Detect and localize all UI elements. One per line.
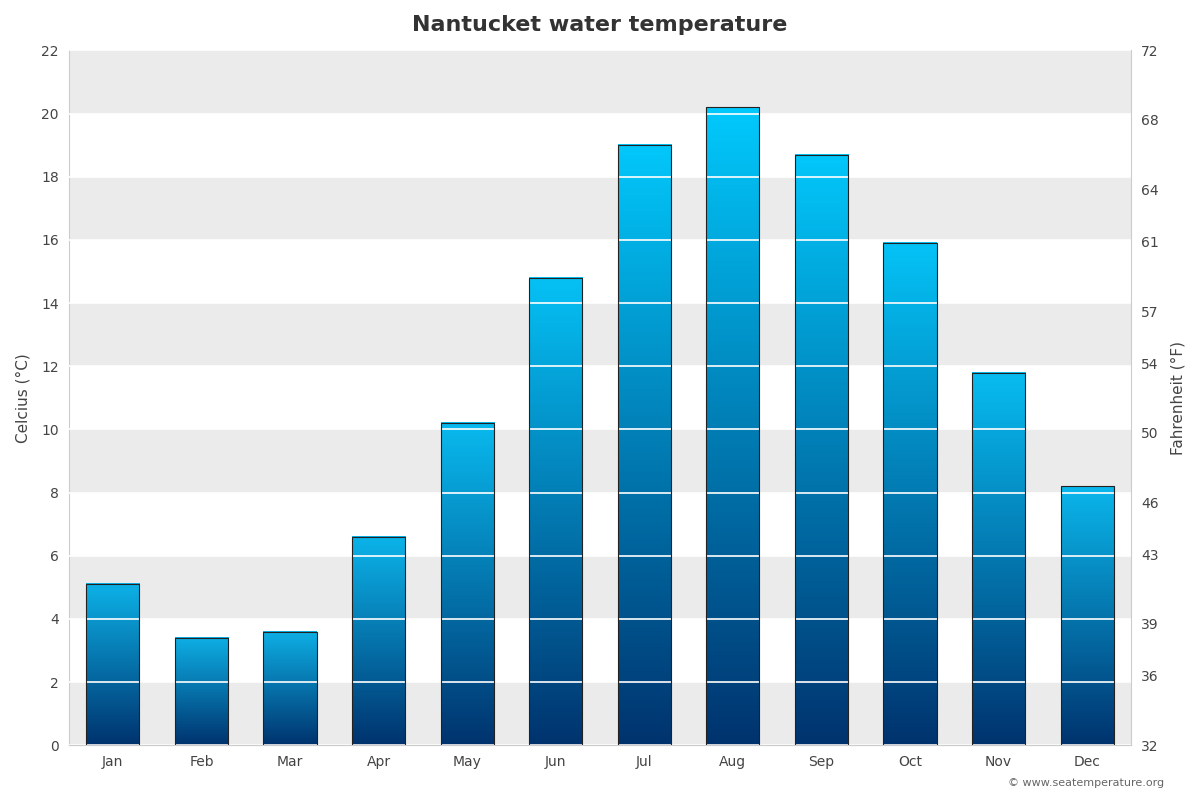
Bar xyxy=(618,145,671,746)
Bar xyxy=(707,107,760,746)
Bar xyxy=(440,423,493,746)
Bar xyxy=(68,556,1132,619)
Bar xyxy=(529,278,582,746)
Bar xyxy=(68,303,1132,366)
Bar xyxy=(68,177,1132,240)
Bar xyxy=(972,373,1025,746)
Bar xyxy=(68,50,1132,114)
Bar xyxy=(264,631,317,746)
Text: © www.seatemperature.org: © www.seatemperature.org xyxy=(1008,778,1164,788)
Bar xyxy=(352,537,406,746)
Y-axis label: Celcius (°C): Celcius (°C) xyxy=(16,353,30,442)
Bar xyxy=(175,638,228,746)
Bar xyxy=(883,243,936,746)
Bar xyxy=(68,430,1132,493)
Bar xyxy=(68,682,1132,746)
Bar xyxy=(86,584,139,746)
Bar xyxy=(794,154,848,746)
Bar xyxy=(1061,486,1114,746)
Title: Nantucket water temperature: Nantucket water temperature xyxy=(413,15,787,35)
Y-axis label: Fahrenheit (°F): Fahrenheit (°F) xyxy=(1170,341,1186,455)
